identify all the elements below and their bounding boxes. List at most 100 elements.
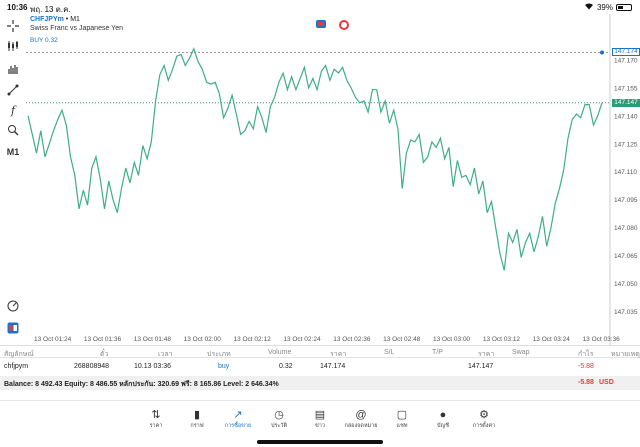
chart-type-icon[interactable] — [4, 38, 22, 54]
x-tick-label: 13 Oct 03:12 — [483, 336, 521, 343]
battery-percent: 39% — [596, 2, 613, 12]
nav-item-7[interactable]: ▢ แชท — [382, 409, 422, 430]
table-header-cell[interactable]: ราคา — [478, 351, 495, 358]
nav-label: บัญชี — [437, 423, 449, 429]
nav-label: ราคา — [149, 423, 163, 429]
x-tick-label: 13 Oct 02:36 — [333, 336, 371, 343]
nav-label: ข่าว — [315, 423, 325, 429]
y-tick-label: 147.095 — [614, 197, 638, 204]
account-icon: ● — [439, 409, 447, 421]
x-tick-label: 13 Oct 03:24 — [533, 336, 571, 343]
settings-icon: ⚙ — [479, 409, 489, 421]
x-tick-label: 13 Oct 02:24 — [283, 336, 321, 343]
nav-label: การซื้อขาย — [224, 423, 252, 429]
symbol-description: Swiss Franc vs Japanese Yen — [30, 25, 123, 32]
y-tick-label: 147.035 — [614, 309, 638, 316]
table-header-cell[interactable]: Swap — [512, 349, 530, 356]
buy-signal-icon[interactable] — [339, 20, 349, 30]
nav-item-4[interactable]: ◷ ประวัติ — [259, 409, 299, 430]
buy-order-label: BUY 0.32 — [30, 37, 58, 44]
y-tick-label: 147.080 — [614, 225, 638, 232]
cell-symbol: chfjpym — [4, 363, 29, 370]
balance-text: Balance: 8 492.43 Equity: 8 486.55 หลักป… — [4, 381, 279, 388]
price-chart: 147.170 147.155 147.140 147.125 147.110 147.0… — [26, 14, 638, 345]
table-header-cell[interactable]: ราคา — [330, 351, 347, 358]
nav-item-2[interactable]: ▮ กราฟ — [177, 409, 217, 430]
current-price-tag: 147.147 — [612, 98, 640, 107]
x-tick-label: 13 Oct 02:12 — [233, 336, 271, 343]
status-time: 10:36 — [7, 3, 28, 12]
order-price-tag: 147.174 — [612, 48, 640, 57]
y-tick-label: 147.125 — [614, 141, 638, 148]
x-tick-label: 13 Oct 03:36 — [583, 336, 621, 343]
cell-current-price: 147.147 — [468, 363, 494, 370]
cell-ticket: 268808948 — [74, 363, 110, 370]
chart-area[interactable]: CHFJPYm • M1 Swiss Franc vs Japanese Yen… — [26, 14, 640, 345]
y-tick-label: 147.065 — [614, 253, 638, 260]
table-header-cell[interactable]: Volume — [268, 349, 292, 356]
wifi-icon — [584, 2, 594, 12]
x-tick-label: 13 Oct 01:24 — [34, 336, 72, 343]
home-indicator — [257, 440, 383, 444]
x-tick-label: 13 Oct 01:36 — [84, 336, 122, 343]
news-icon: ▤ — [314, 409, 326, 421]
table-header-cell[interactable]: เวลา — [158, 351, 173, 358]
x-tick-label: 13 Oct 02:48 — [383, 336, 421, 343]
price-series-line — [27, 47, 603, 271]
nav-item-8[interactable]: ● บัญชี — [423, 409, 463, 430]
cell-volume: 0.32 — [279, 363, 293, 370]
table-header-cell[interactable]: สัญลักษณ์ — [4, 351, 34, 358]
battery-icon — [616, 3, 632, 11]
sell-signal-icon[interactable] — [316, 20, 326, 28]
nav-label: การตั้งค่า — [472, 423, 496, 429]
candles-icon: ▮ — [193, 409, 201, 421]
status-indicators: 39% — [584, 2, 632, 12]
crosshair-icon[interactable] — [4, 18, 22, 34]
indicators-icon[interactable] — [4, 60, 22, 76]
table-header-cell[interactable]: กำไร — [578, 351, 594, 358]
cell-time: 10.13 03:36 — [134, 363, 171, 370]
arrows-icon: ⇅ — [151, 409, 161, 421]
cell-open-price: 147.174 — [320, 363, 346, 370]
bottom-navigation: ⇅ ราคา ▮ กราฟ ↗ การซื้อขาย ◷ ประวัติ ▤ ข่าว @ กล่อง… — [0, 400, 640, 447]
chart-symbol-title: CHFJPYm • M1 — [30, 16, 80, 23]
speedometer-icon[interactable] — [4, 298, 22, 314]
table-header-cell[interactable]: ตั๋ว — [100, 351, 109, 358]
objects-icon[interactable] — [4, 82, 22, 98]
table-header-cell[interactable]: หมายเหตุ — [611, 351, 640, 358]
y-tick-label: 147.170 — [614, 57, 638, 64]
cell-type: buy — [218, 363, 230, 370]
nav-item-6[interactable]: @ กล่องจดหมาย — [341, 409, 381, 430]
trade-icon: ↗ — [233, 409, 243, 421]
status-bar: 10:36 พฤ. 13 ต.ค. 39% — [0, 0, 640, 14]
balance-currency: USD — [599, 379, 614, 386]
x-tick-label: 13 Oct 03:00 — [433, 336, 471, 343]
table-header-cell[interactable]: ประเภท — [207, 351, 231, 358]
one-click-trading-icon[interactable] — [4, 320, 22, 336]
function-icon[interactable]: f — [10, 103, 16, 117]
order-marker — [600, 50, 604, 55]
symbol-name: CHFJPYm — [30, 16, 64, 23]
chart-toolbar: f M1 — [0, 14, 26, 344]
period-button[interactable]: M1 — [6, 147, 20, 157]
nav-label: แชท — [396, 423, 408, 429]
nav-item-9[interactable]: ⚙ การตั้งค่า — [464, 409, 504, 430]
chat-icon: ▢ — [396, 409, 408, 421]
history-icon: ◷ — [274, 409, 284, 421]
balance-bar: Balance: 8 492.43 Equity: 8 486.55 หลักป… — [0, 376, 640, 390]
table-header-cell[interactable]: T/P — [432, 349, 443, 356]
y-tick-label: 147.140 — [614, 113, 638, 120]
nav-item-1[interactable]: ⇅ ราคา — [136, 409, 176, 430]
nav-label: กราฟ — [190, 423, 204, 429]
nav-item-5[interactable]: ▤ ข่าว — [300, 409, 340, 430]
balance-profit: -5.88 — [578, 379, 594, 386]
orders-table: สัญลักษณ์ ตั๋ว เวลา ประเภท Volume ราคา S/L T/P ร… — [0, 345, 640, 390]
mail-icon: @ — [355, 409, 367, 421]
object-list-icon[interactable] — [4, 122, 22, 138]
x-tick-label: 13 Oct 02:00 — [184, 336, 222, 343]
x-tick-label: 13 Oct 01:48 — [134, 336, 172, 343]
nav-label: ประวัติ — [270, 423, 288, 429]
table-header-cell[interactable]: S/L — [384, 349, 395, 356]
table-row[interactable]: chfjpym 268808948 10.13 03:36 buy 0.32 1… — [0, 363, 640, 375]
nav-item-3[interactable]: ↗ การซื้อขาย — [218, 409, 258, 430]
